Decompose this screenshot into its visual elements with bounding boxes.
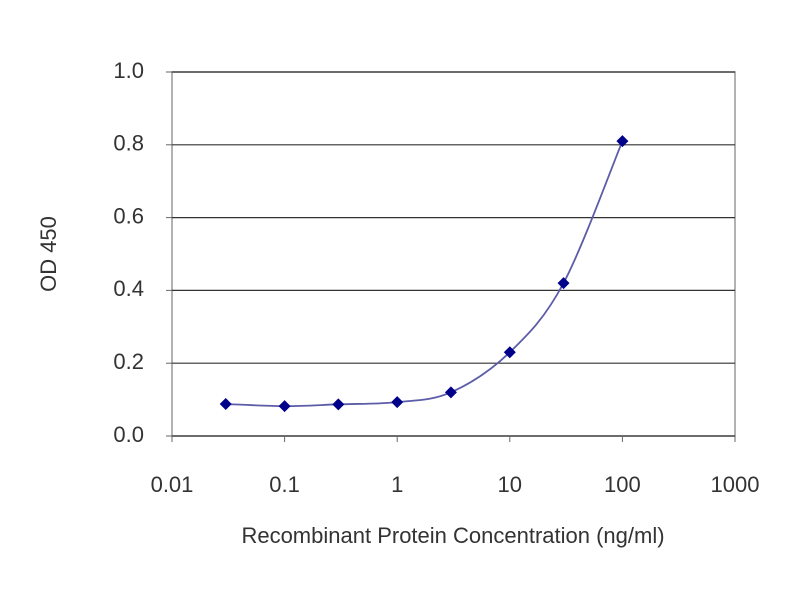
y-tick-label: 0.8: [113, 131, 144, 156]
data-point: [557, 277, 570, 290]
data-point: [219, 397, 232, 410]
x-tick-label: 1: [391, 472, 403, 497]
data-point: [391, 396, 404, 409]
x-tick-label: 100: [604, 472, 641, 497]
x-tick-label: 0.01: [151, 472, 194, 497]
data-point: [616, 135, 629, 148]
x-tick-label: 0.1: [269, 472, 300, 497]
plot-area: [171, 71, 736, 437]
y-tick-label: 0.6: [113, 203, 144, 228]
y-tick-label: 0.2: [113, 349, 144, 374]
y-tick-label: 0.4: [113, 276, 144, 301]
x-tick-label: 1000: [711, 472, 760, 497]
y-tick-label: 0.0: [113, 422, 144, 447]
y-axis-label: OD 450: [36, 216, 61, 292]
data-point: [444, 386, 457, 399]
y-tick-label: 1.0: [113, 58, 144, 83]
data-point: [503, 346, 516, 359]
data-point: [332, 398, 345, 411]
data-point: [278, 400, 291, 413]
x-tick-label: 10: [498, 472, 522, 497]
x-axis-label: Recombinant Protein Concentration (ng/ml…: [241, 523, 664, 548]
